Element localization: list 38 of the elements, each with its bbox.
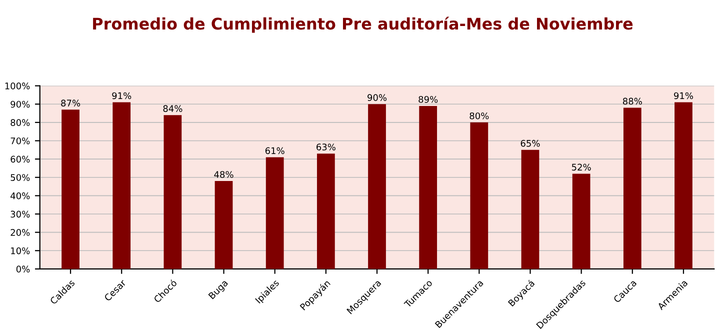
data-label: 63% — [316, 144, 336, 150]
y-tick-label: 100% — [5, 82, 30, 90]
bar — [164, 115, 182, 269]
data-label: 91% — [112, 92, 132, 100]
bar — [368, 104, 386, 269]
data-label: 87% — [61, 100, 80, 106]
data-label: 88% — [622, 98, 642, 105]
data-label: 61% — [265, 147, 284, 154]
bar — [266, 157, 284, 269]
data-label: 90% — [368, 94, 387, 101]
bar — [316, 154, 335, 269]
bar — [674, 102, 692, 269]
bar — [62, 110, 80, 269]
data-label: 80% — [470, 112, 489, 120]
data-label: 89% — [418, 96, 438, 103]
data-label: 91% — [674, 92, 694, 100]
data-label: 84% — [163, 105, 182, 112]
data-label: 65% — [520, 140, 540, 147]
y-tick-label: 60% — [10, 156, 30, 163]
bar — [214, 181, 233, 269]
data-label: 52% — [572, 164, 591, 171]
bar — [572, 174, 590, 269]
data-label: 48% — [214, 171, 234, 178]
bar — [419, 106, 438, 269]
bar — [521, 150, 540, 269]
y-tick-label: 50% — [10, 174, 30, 181]
y-tick-label: 20% — [10, 229, 30, 236]
y-tick-label: 10% — [11, 247, 30, 254]
y-tick-label: 30% — [10, 210, 30, 218]
chart-title: Promedio de Cumplimiento Pre auditoría-Mes de Noviembre — [93, 16, 633, 33]
bar — [112, 102, 131, 269]
bar — [623, 108, 642, 269]
y-tick-label: 70% — [10, 137, 30, 144]
y-tick-label: 80% — [10, 119, 30, 126]
y-tick-label: 40% — [10, 192, 30, 200]
bar — [470, 122, 488, 269]
y-tick-label: 0% — [16, 266, 30, 273]
y-tick-label: 90% — [10, 100, 30, 108]
